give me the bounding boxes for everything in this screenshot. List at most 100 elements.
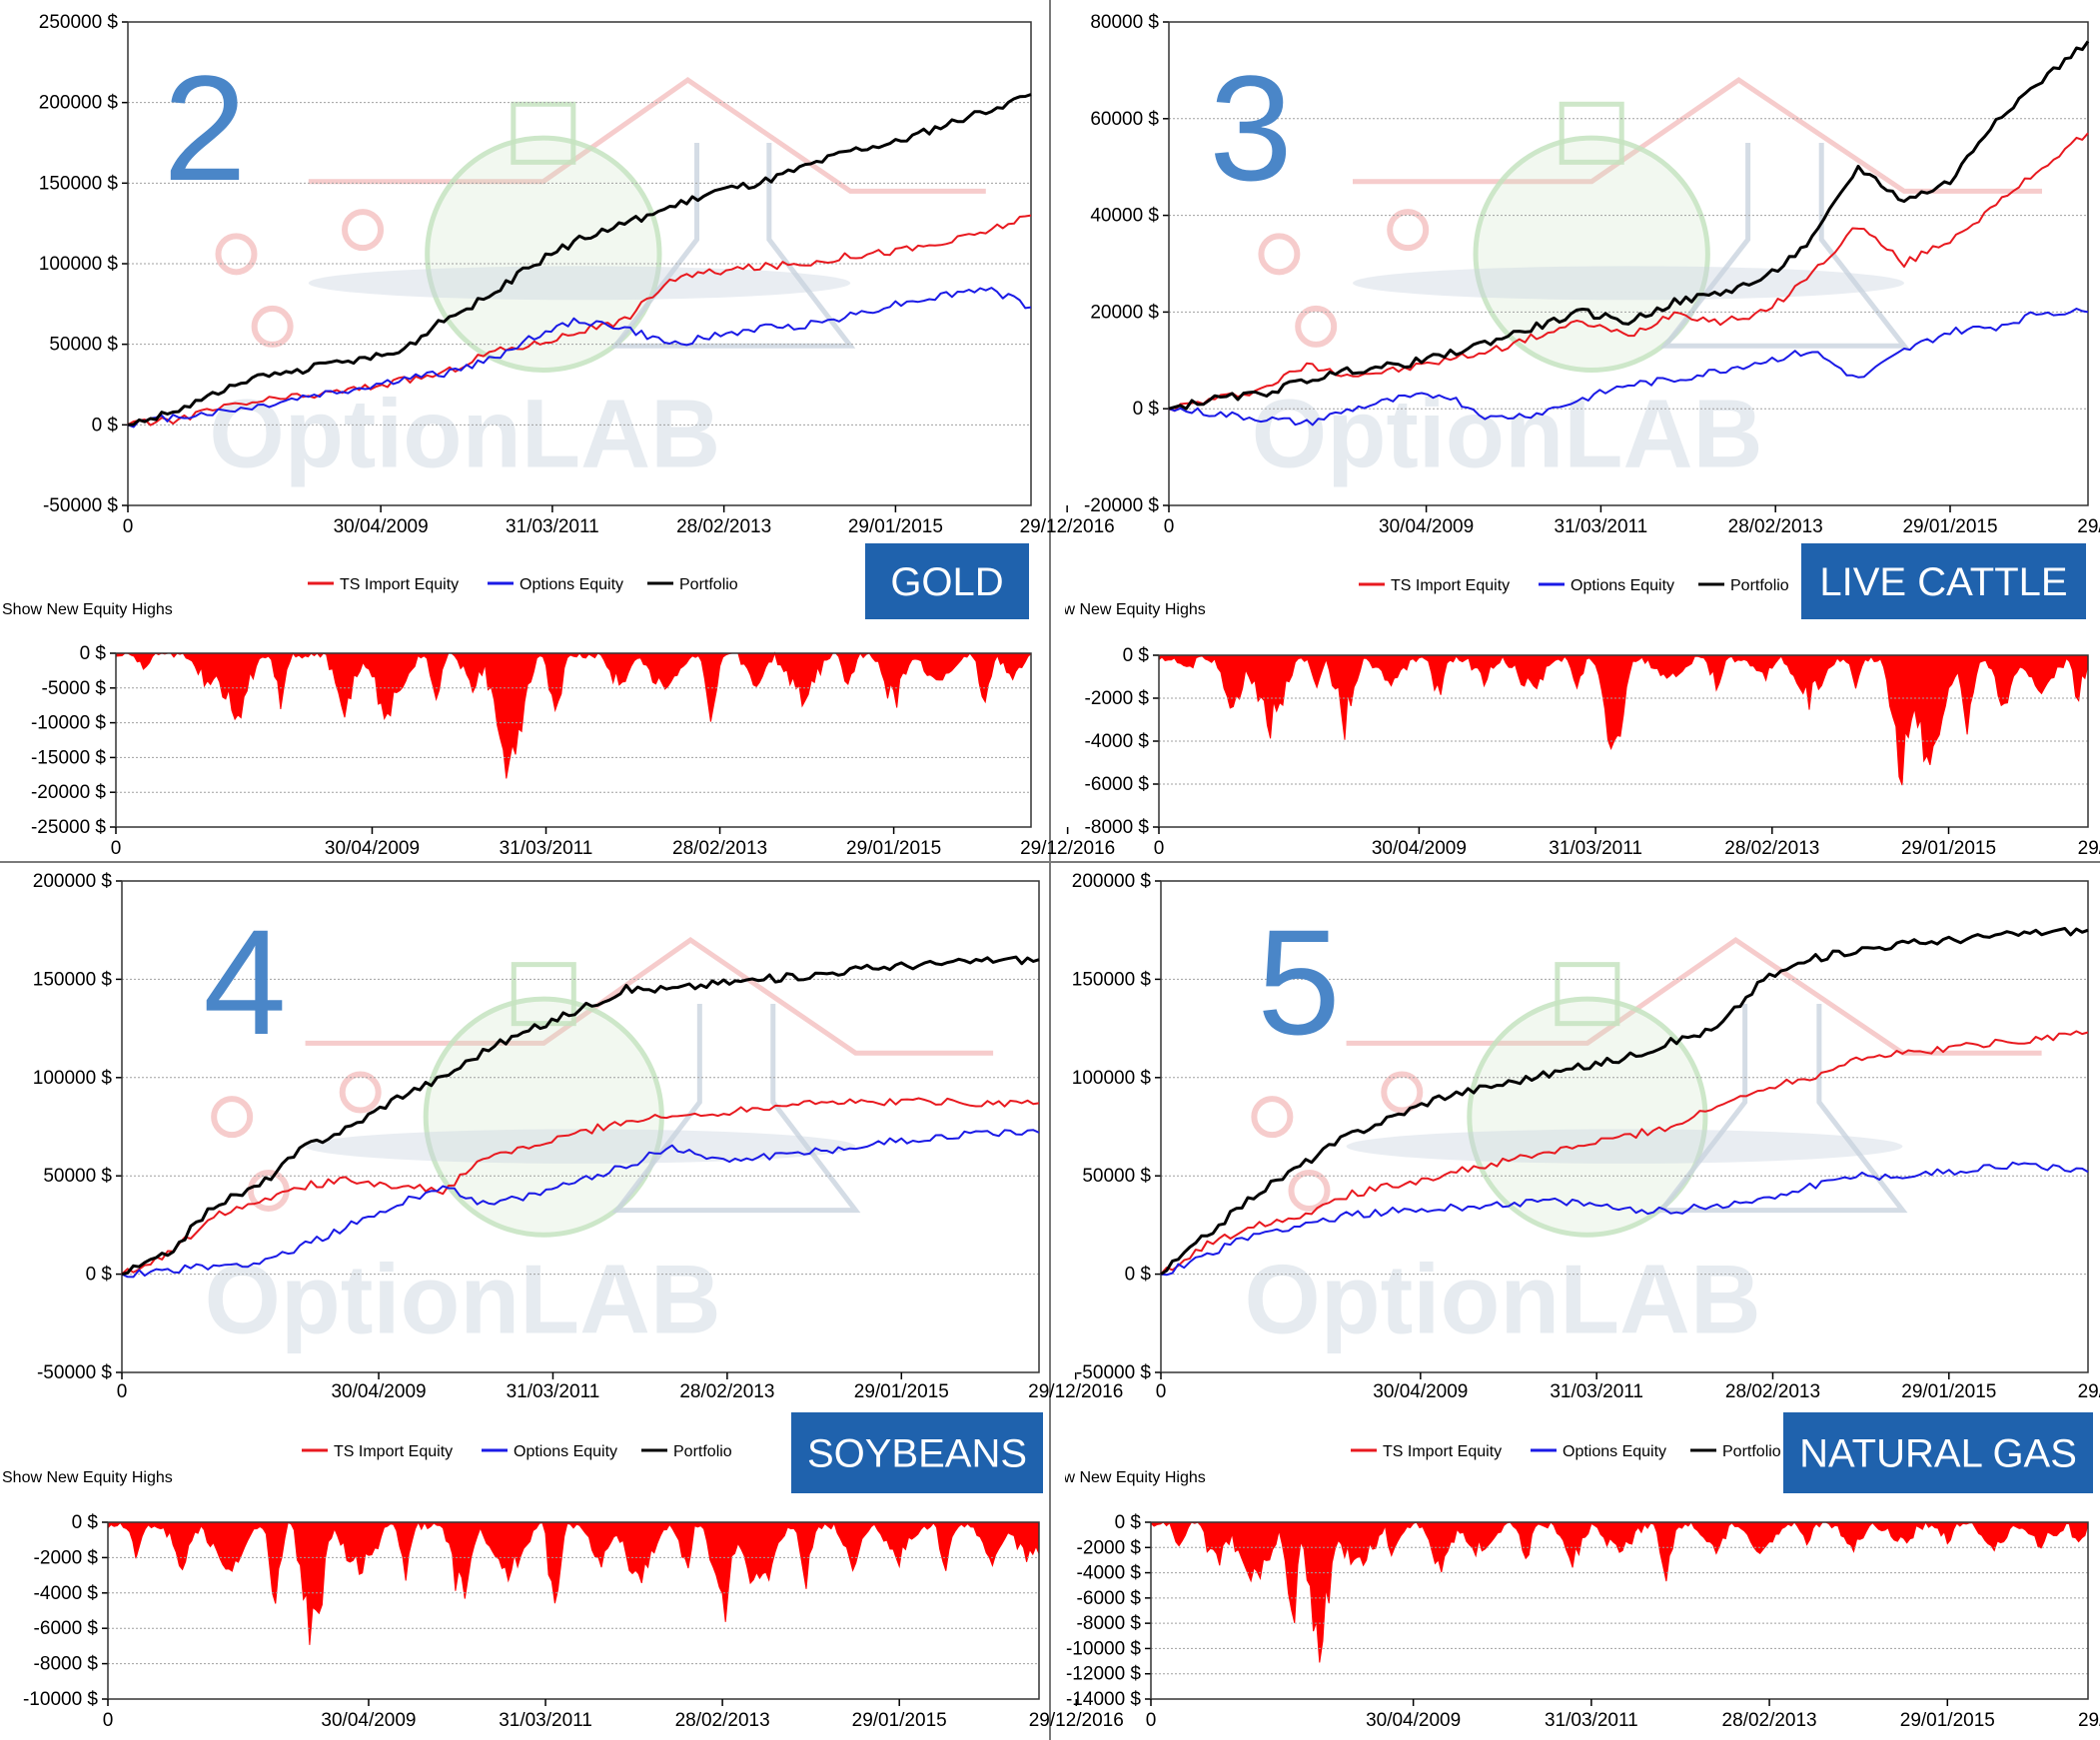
plot-frame [127,21,1032,506]
y-tick-label: -6000 $ [1077,1588,1142,1609]
x-tick-label: 29/12/2016 [2078,1381,2100,1402]
drawdown-area [107,1521,1040,1645]
y-tick-label: 0 $ [72,1512,99,1533]
market-badge [791,1412,1043,1493]
x-tick-label: 31/03/2011 [1549,838,1642,859]
plot-frame [121,880,1040,1373]
legend-label: Options Equity [514,1443,617,1460]
x-tick-label: 28/02/2013 [675,1710,770,1731]
show-new-equity-highs-label: Show New Equity Highs [2,1469,173,1486]
x-tick-label: 31/03/2011 [507,1381,600,1402]
y-tick-label: -20000 $ [1084,495,1159,516]
y-tick-label: -25000 $ [31,817,106,838]
panel-live-cattle: OptionLAB 80000 $ 60000 $ 40000 $ 20000 $ 0 $… [1035,12,2100,859]
x-tick-label: 30/04/2009 [1372,838,1467,859]
y-tick-label: 50000 $ [49,335,118,356]
y-tick-label: -10000 $ [1066,1638,1141,1659]
y-tick-label: 50000 $ [43,1166,112,1187]
watermark-house-line [308,77,986,194]
y-tick-label: 0 $ [1123,645,1150,666]
y-tick-label: -6000 $ [1085,774,1150,795]
x-tick-label: 31/03/2011 [500,838,593,859]
x-tick-label: 0 [103,1710,114,1731]
y-tick-label: -14000 $ [1066,1689,1141,1710]
y-tick-label: -50000 $ [37,1362,112,1383]
x-tick-label: 29/12/2016 [2077,516,2100,537]
watermark-beaker-icon [610,143,856,349]
y-tick-label: -8000 $ [1077,1613,1142,1634]
x-tick-label: 29/12/2016 [1028,1381,1123,1402]
y-tick-label: 200000 $ [33,871,113,892]
y-tick-label: 0 $ [80,643,107,664]
x-tick-label: 28/02/2013 [1722,1710,1817,1731]
y-tick-label: 100000 $ [39,254,119,275]
x-tick-label: 30/04/2009 [334,516,429,537]
watermark-house-line [1353,77,2042,194]
portfolio-line [1160,927,2089,1276]
watermark-node-icon [1295,305,1338,348]
legend-label: Options Equity [1563,1443,1666,1460]
y-tick-label: -5000 $ [42,678,107,699]
watermark-node-icon [215,233,258,276]
watermark-text: OptionLAB [205,1245,721,1354]
y-tick-label: 40000 $ [1090,206,1159,227]
show-new-equity-highs-label: Show New Equity Highs [1035,601,1206,618]
panel-divider-horizontal [0,861,2100,863]
x-tick-label: 0 [1146,1710,1157,1731]
x-tick-label: 0 [111,838,122,859]
legend-label: Portfolio [1730,577,1789,594]
legend-label: Portfolio [673,1443,732,1460]
y-tick-label: 150000 $ [33,969,113,990]
drawdown-chart: 0 $ -2000 $ -4000 $ -6000 $ -8000 $ -10000 $ -… [1066,1512,2100,1731]
watermark-house-line [305,936,994,1056]
y-tick-label: 100000 $ [33,1068,113,1089]
watermark-node-icon [1258,233,1301,276]
equity-chart: OptionLAB 200000 $ 150000 $ 100000 $ 50000 $… [1072,871,2100,1402]
watermark-text: OptionLAB [1245,1245,1761,1354]
y-tick-label: -10000 $ [31,713,106,734]
x-tick-label: 29/01/2015 [852,1710,947,1731]
x-tick-label: 30/04/2009 [1366,1710,1461,1731]
y-tick-label: 0 $ [1125,1265,1152,1286]
y-tick-label: -4000 $ [34,1583,99,1604]
watermark-house-line [1346,937,2042,1056]
watermark-text: OptionLAB [209,379,720,487]
y-tick-label: -15000 $ [31,747,106,768]
watermark-flask-icon [425,135,662,373]
watermark-node-icon [339,1071,382,1114]
y-tick-label: -6000 $ [34,1618,99,1639]
ts-import-equity-line [121,1097,1040,1276]
panel-number: 3 [1209,44,1292,212]
y-tick-label: 100000 $ [1072,1068,1152,1089]
market-badge-label: GOLD [890,560,1003,604]
y-tick-label: 20000 $ [1090,302,1159,323]
drawdown-chart: 0 $ -2000 $ -4000 $ -6000 $ -8000 $ -10000 $0… [23,1512,1124,1731]
plot-frame [1150,1521,2089,1700]
plot-frame [115,652,1032,828]
y-tick-label: -4000 $ [1077,1563,1142,1584]
y-tick-label: -2000 $ [34,1547,99,1568]
ts-import-equity-line [1168,132,2089,413]
legend-label: Portfolio [679,576,738,593]
legend-label: TS Import Equity [334,1443,453,1460]
x-tick-label: 28/02/2013 [1724,838,1819,859]
watermark-shadow [308,266,851,301]
options-equity-line [127,287,1032,429]
watermark-flask-neck [511,962,576,1027]
y-tick-label: 60000 $ [1090,109,1159,130]
drawdown-chart: 0 $ -5000 $ -10000 $ -15000 $ -20000 $ -25000… [31,643,1115,859]
x-tick-label: 29/12/2016 [2078,1710,2100,1731]
drawdown-area [1158,654,2089,786]
equity-chart: OptionLAB 80000 $ 60000 $ 40000 $ 20000 $ 0 $… [1084,12,2100,537]
panel-number: 4 [203,898,286,1066]
x-tick-label: 30/04/2009 [1373,1381,1468,1402]
watermark-node-icon [1387,209,1430,252]
y-tick-label: -2000 $ [1077,1537,1142,1558]
x-tick-label: 29/01/2015 [1901,1381,1996,1402]
x-tick-label: 29/01/2015 [848,516,943,537]
x-tick-label: 28/02/2013 [1728,516,1823,537]
x-tick-label: 30/04/2009 [1379,516,1474,537]
y-tick-label: -4000 $ [1085,731,1150,752]
